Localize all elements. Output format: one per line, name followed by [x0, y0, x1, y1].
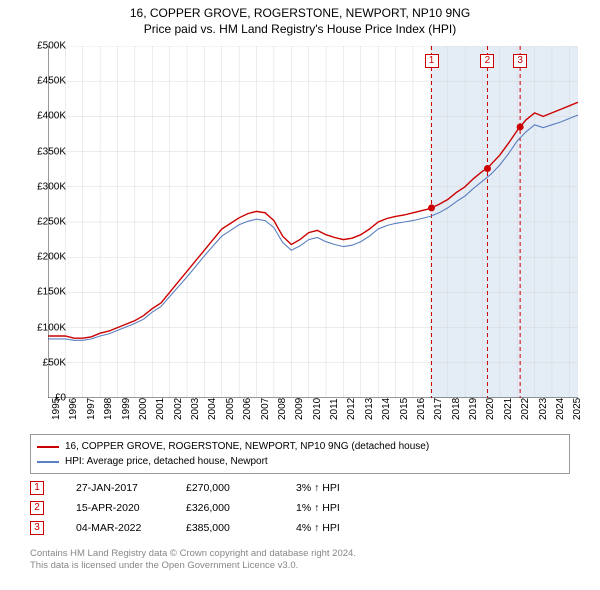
- x-axis-label: 1998: [103, 398, 114, 420]
- x-axis-label: 2010: [312, 398, 323, 420]
- chart-plot-area: [48, 46, 578, 398]
- x-axis-label: 2021: [503, 398, 514, 420]
- x-axis-label: 2007: [260, 398, 271, 420]
- legend-swatch: [37, 461, 59, 463]
- x-axis-label: 2003: [190, 398, 201, 420]
- legend: 16, COPPER GROVE, ROGERSTONE, NEWPORT, N…: [30, 434, 570, 474]
- x-axis-label: 1997: [86, 398, 97, 420]
- y-axis-label: £50K: [22, 357, 66, 368]
- x-axis-label: 2014: [381, 398, 392, 420]
- legend-item: HPI: Average price, detached house, Newp…: [37, 454, 563, 469]
- x-axis-label: 2016: [416, 398, 427, 420]
- event-row: 2 15-APR-2020 £326,000 1% ↑ HPI: [30, 498, 376, 518]
- x-axis-label: 2025: [572, 398, 583, 420]
- x-axis-label: 2005: [225, 398, 236, 420]
- x-axis-label: 2015: [399, 398, 410, 420]
- event-marker-box: 2: [30, 501, 44, 515]
- y-axis-label: £150K: [22, 287, 66, 298]
- legend-label: 16, COPPER GROVE, ROGERSTONE, NEWPORT, N…: [65, 441, 429, 452]
- x-axis-label: 2018: [451, 398, 462, 420]
- x-axis-label: 2022: [520, 398, 531, 420]
- footnote-line1: Contains HM Land Registry data © Crown c…: [30, 548, 356, 560]
- event-price: £326,000: [186, 502, 296, 514]
- x-axis-label: 2019: [468, 398, 479, 420]
- x-axis-label: 1995: [51, 398, 62, 420]
- footnote-line2: This data is licensed under the Open Gov…: [30, 560, 356, 572]
- legend-swatch: [37, 446, 59, 448]
- event-marker-box: 3: [30, 521, 44, 535]
- chart-title-line2: Price paid vs. HM Land Registry's House …: [0, 22, 600, 36]
- chart-title-line1: 16, COPPER GROVE, ROGERSTONE, NEWPORT, N…: [0, 6, 600, 20]
- event-pct: 4% ↑ HPI: [296, 522, 376, 534]
- x-axis-label: 2023: [538, 398, 549, 420]
- footnote: Contains HM Land Registry data © Crown c…: [30, 548, 356, 573]
- legend-item: 16, COPPER GROVE, ROGERSTONE, NEWPORT, N…: [37, 439, 563, 454]
- x-axis-label: 2024: [555, 398, 566, 420]
- event-date: 04-MAR-2022: [76, 522, 186, 534]
- y-axis-label: £500K: [22, 41, 66, 52]
- x-axis-label: 2008: [277, 398, 288, 420]
- legend-label: HPI: Average price, detached house, Newp…: [65, 456, 268, 467]
- x-axis-label: 2017: [433, 398, 444, 420]
- chart-event-marker-box: 2: [480, 54, 494, 68]
- x-axis-label: 2004: [207, 398, 218, 420]
- x-axis-label: 2011: [329, 398, 340, 420]
- x-axis-label: 1996: [68, 398, 79, 420]
- chart-event-marker-box: 1: [425, 54, 439, 68]
- y-axis-label: £400K: [22, 111, 66, 122]
- chart-event-marker-box: 3: [513, 54, 527, 68]
- chart-title-block: 16, COPPER GROVE, ROGERSTONE, NEWPORT, N…: [0, 0, 600, 36]
- y-axis-label: £250K: [22, 217, 66, 228]
- event-pct: 3% ↑ HPI: [296, 482, 376, 494]
- x-axis-label: 2000: [138, 398, 149, 420]
- y-axis-label: £350K: [22, 146, 66, 157]
- event-date: 27-JAN-2017: [76, 482, 186, 494]
- event-row: 3 04-MAR-2022 £385,000 4% ↑ HPI: [30, 518, 376, 538]
- event-price: £270,000: [186, 482, 296, 494]
- x-axis-label: 2001: [155, 398, 166, 420]
- x-axis-label: 1999: [121, 398, 132, 420]
- event-pct: 1% ↑ HPI: [296, 502, 376, 514]
- y-axis-label: £450K: [22, 76, 66, 87]
- line-chart-svg: [48, 46, 578, 398]
- x-axis-label: 2002: [173, 398, 184, 420]
- y-axis-label: £300K: [22, 181, 66, 192]
- events-table: 1 27-JAN-2017 £270,000 3% ↑ HPI 2 15-APR…: [30, 478, 376, 538]
- x-axis-label: 2020: [485, 398, 496, 420]
- y-axis-label: £100K: [22, 322, 66, 333]
- x-axis-label: 2013: [364, 398, 375, 420]
- event-date: 15-APR-2020: [76, 502, 186, 514]
- x-axis-label: 2006: [242, 398, 253, 420]
- event-row: 1 27-JAN-2017 £270,000 3% ↑ HPI: [30, 478, 376, 498]
- event-price: £385,000: [186, 522, 296, 534]
- x-axis-label: 2009: [294, 398, 305, 420]
- x-axis-label: 2012: [346, 398, 357, 420]
- event-marker-box: 1: [30, 481, 44, 495]
- y-axis-label: £200K: [22, 252, 66, 263]
